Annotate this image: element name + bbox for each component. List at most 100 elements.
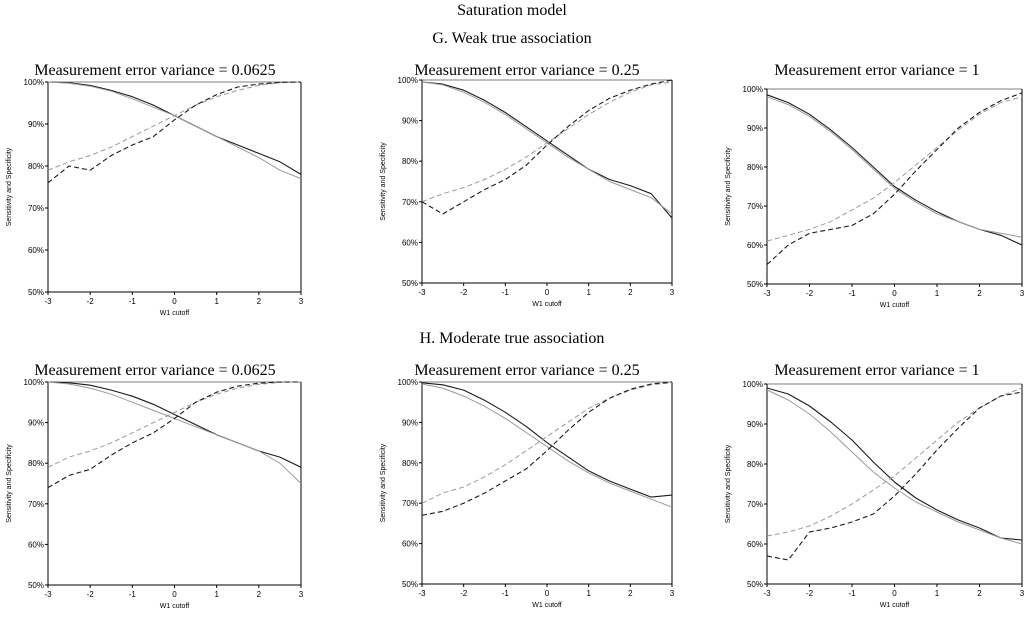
x-axis-label: W1 cutoff — [160, 310, 189, 317]
x-tick-label: 2 — [977, 289, 982, 298]
panel-moderate-0.25: Measurement error variance = 0.25 50% 60% 7… — [372, 352, 692, 632]
x-tick-label: 1 — [214, 590, 219, 599]
chart-weak-0.0625: Measurement error variance = 0.0625 50% 60… — [6, 62, 304, 317]
x-tick-label: -2 — [87, 297, 95, 306]
x-tick-label: -3 — [418, 589, 426, 598]
x-tick-label: 1 — [586, 288, 591, 297]
y-tick-label: 90% — [747, 420, 763, 429]
panel-moderate-0.0625: Measurement error variance = 0.0625 50% 60… — [0, 352, 320, 632]
y-tick-label: 50% — [28, 288, 44, 297]
x-tick-label: 2 — [257, 297, 262, 306]
x-tick-label: -1 — [129, 297, 137, 306]
chart-title: Measurement error variance = 1 — [774, 362, 979, 379]
y-tick-label: 70% — [747, 202, 763, 211]
x-tick-label: -3 — [44, 297, 52, 306]
series-line-solid-dark — [47, 381, 302, 468]
y-tick-label: 90% — [402, 117, 418, 126]
x-tick-label: 0 — [892, 589, 897, 598]
x-tick-label: 1 — [935, 589, 940, 598]
series-line-solid-light — [766, 96, 1023, 238]
x-tick-label: 1 — [214, 297, 219, 306]
panel-weak-0.25: Measurement error variance = 0.25 50% 60% 7… — [372, 52, 692, 332]
series-line-solid-light — [47, 81, 302, 180]
series-line-dashed-dark — [766, 391, 1023, 561]
x-tick-label: -1 — [129, 590, 137, 599]
y-axis-label: Sensitivity and Specificity — [725, 444, 732, 523]
chart-title: Measurement error variance = 0.25 — [414, 362, 639, 379]
y-tick-label: 80% — [747, 460, 763, 469]
x-tick-label: 3 — [299, 590, 304, 599]
chart-weak-0.25: Measurement error variance = 0.25 50% 60% 7… — [380, 62, 675, 308]
x-tick-label: -1 — [848, 589, 856, 598]
y-tick-label: 100% — [24, 78, 44, 87]
y-tick-label: 60% — [28, 540, 44, 549]
y-axis-label: Sensitivity and Specificity — [725, 147, 732, 226]
y-axis-label: Sensitivity and Specificity — [6, 444, 13, 523]
chart-title: Measurement error variance = 0.0625 — [34, 362, 275, 379]
x-axis-label: W1 cutoff — [532, 301, 561, 308]
x-tick-label: -3 — [44, 590, 52, 599]
y-tick-label: 60% — [747, 241, 763, 250]
chart-title: Measurement error variance = 1 — [774, 62, 979, 79]
chart-moderate-0.25: Measurement error variance = 0.25 50% 60% 7… — [380, 362, 675, 609]
panel-moderate-1: Measurement error variance = 1 50% 60% 70% 8… — [722, 352, 1024, 632]
x-axis-label: W1 cutoff — [880, 602, 909, 609]
x-tick-label: -1 — [848, 289, 856, 298]
y-tick-label: 50% — [747, 580, 763, 589]
x-tick-label: -2 — [460, 589, 468, 598]
y-tick-label: 70% — [28, 500, 44, 509]
x-tick-label: 0 — [545, 589, 550, 598]
series-line-dashed-light — [47, 81, 302, 171]
panel-weak-1: Measurement error variance = 1 50% 60% 70% 8… — [722, 52, 1024, 332]
x-tick-label: 1 — [586, 589, 591, 598]
x-tick-label: -1 — [502, 589, 510, 598]
y-tick-label: 100% — [24, 378, 44, 387]
series-line-dashed-light — [421, 382, 673, 504]
y-tick-label: 70% — [747, 500, 763, 509]
series-line-solid-light — [766, 389, 1023, 545]
y-tick-label: 60% — [28, 246, 44, 255]
chart-weak-1: Measurement error variance = 1 50% 60% 70% 8… — [725, 62, 1024, 309]
series-line-dashed-dark — [47, 381, 301, 489]
y-tick-label: 100% — [398, 76, 418, 85]
series-line-solid-dark — [766, 387, 1023, 541]
series-line-solid-dark — [421, 81, 673, 219]
x-tick-label: 3 — [299, 297, 304, 306]
x-tick-label: -2 — [806, 289, 814, 298]
series-line-dashed-light — [47, 381, 302, 468]
chart-moderate-0.0625: Measurement error variance = 0.0625 50% 60… — [6, 362, 304, 610]
y-tick-label: 70% — [402, 198, 418, 207]
y-tick-label: 100% — [398, 378, 418, 387]
x-tick-label: -3 — [763, 289, 771, 298]
y-tick-label: 90% — [28, 120, 44, 129]
y-tick-label: 90% — [747, 124, 763, 133]
x-tick-label: -3 — [763, 589, 771, 598]
y-tick-label: 80% — [747, 163, 763, 172]
series-line-dashed-light — [766, 387, 1023, 537]
y-axis-label: Sensitivity and Specificity — [380, 142, 387, 221]
y-tick-label: 60% — [402, 238, 418, 247]
x-tick-label: 3 — [670, 288, 675, 297]
x-axis-label: W1 cutoff — [880, 302, 909, 309]
panel-weak-0.0625: Measurement error variance = 0.0625 50% 60… — [0, 52, 320, 332]
x-tick-label: 0 — [892, 289, 897, 298]
x-tick-label: 3 — [670, 589, 675, 598]
x-tick-label: 2 — [257, 590, 262, 599]
x-tick-label: 0 — [545, 288, 550, 297]
y-axis-label: Sensitivity and Specificity — [6, 147, 13, 226]
y-tick-label: 90% — [402, 418, 418, 427]
x-tick-label: 2 — [628, 589, 633, 598]
y-tick-label: 80% — [28, 162, 44, 171]
y-tick-label: 70% — [28, 204, 44, 213]
chart-moderate-1: Measurement error variance = 1 50% 60% 70% 8… — [725, 362, 1024, 609]
x-tick-label: 0 — [172, 590, 177, 599]
y-tick-label: 70% — [402, 499, 418, 508]
x-tick-label: -1 — [502, 288, 510, 297]
series-line-dashed-dark — [47, 81, 302, 184]
series-line-dashed-light — [766, 96, 1023, 242]
series-line-dashed-dark — [766, 92, 1023, 265]
chart-title: Measurement error variance = 0.25 — [414, 62, 639, 79]
y-tick-label: 100% — [743, 85, 763, 94]
series-line-dashed-dark — [421, 381, 673, 516]
series-line-solid-dark — [421, 382, 673, 498]
